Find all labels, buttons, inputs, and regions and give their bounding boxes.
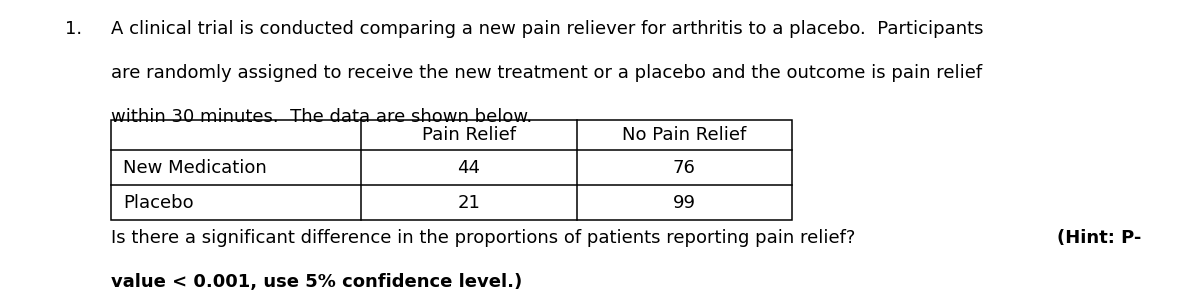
Text: No Pain Relief: No Pain Relief [622,126,746,144]
Text: Is there a significant difference in the proportions of patients reporting pain : Is there a significant difference in the… [112,229,868,247]
Text: within 30 minutes.  The data are shown below.: within 30 minutes. The data are shown be… [112,108,533,126]
Text: New Medication: New Medication [122,159,266,177]
Text: 1.: 1. [65,20,82,38]
Text: 21: 21 [457,194,480,212]
Text: value < 0.001, use 5% confidence level.): value < 0.001, use 5% confidence level.) [112,274,522,291]
Text: A clinical trial is conducted comparing a new pain reliever for arthritis to a p: A clinical trial is conducted comparing … [112,20,984,38]
Text: 44: 44 [457,159,480,177]
Text: are randomly assigned to receive the new treatment or a placebo and the outcome : are randomly assigned to receive the new… [112,64,983,82]
Bar [112,120,792,221]
Text: (Hint: P-: (Hint: P- [1057,229,1141,247]
Text: Placebo: Placebo [122,194,193,212]
Text: 99: 99 [673,194,696,212]
Text: 76: 76 [673,159,696,177]
Text: Pain Relief: Pain Relief [422,126,516,144]
